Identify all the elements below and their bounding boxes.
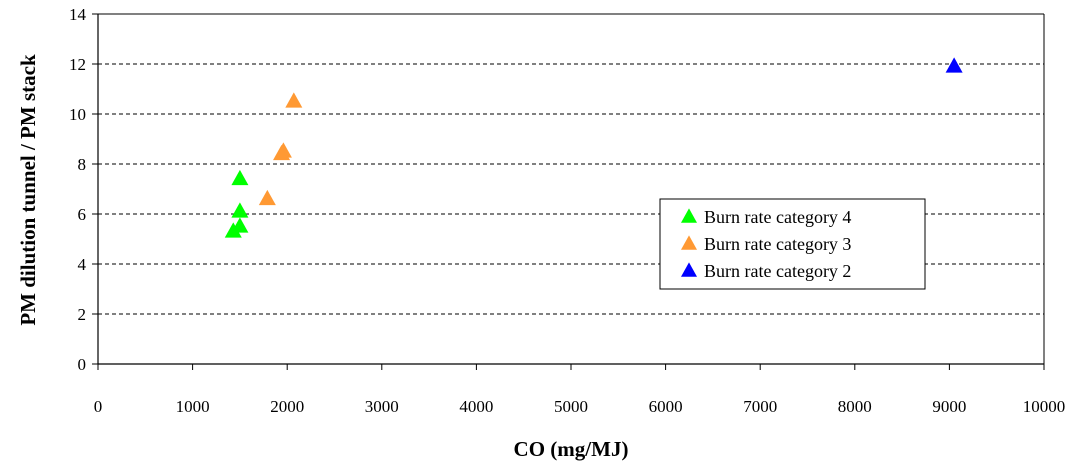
x-tick-label-3: 3000: [365, 397, 399, 416]
point-series0-1: [231, 202, 249, 218]
x-tick-label-7: 7000: [743, 397, 777, 416]
legend-label-2: Burn rate category 2: [704, 261, 851, 281]
y-tick-label-4: 8: [78, 155, 87, 174]
x-axis-title: CO (mg/MJ): [514, 437, 629, 461]
x-tick-label-0: 0: [94, 397, 103, 416]
y-axis-title: PM dilution tunnel / PM stack: [16, 54, 40, 326]
x-tick-label-5: 5000: [554, 397, 588, 416]
legend: Burn rate category 4 Burn rate category 3…: [659, 198, 926, 290]
x-tick-label-10: 10000: [1023, 397, 1066, 416]
y-tick-label-5: 10: [69, 105, 86, 124]
x-tick-label-1: 1000: [176, 397, 210, 416]
x-tick-label-4: 4000: [459, 397, 493, 416]
x-tick-label-8: 8000: [838, 397, 872, 416]
point-series1-2: [273, 144, 291, 161]
point-series0-0: [231, 169, 249, 186]
y-tick-label-7: 14: [69, 5, 87, 24]
y-tick-label-1: 2: [78, 305, 87, 324]
x-tick-label-2: 2000: [270, 397, 304, 416]
y-tick-label-3: 6: [78, 205, 87, 224]
point-series0-3: [224, 222, 242, 238]
data-points: [224, 57, 963, 238]
x-tick-label-6: 6000: [649, 397, 683, 416]
point-series1-0: [285, 92, 303, 108]
legend-label-1: Burn rate category 3: [704, 234, 851, 254]
point-series1-3: [258, 189, 276, 206]
legend-label-0: Burn rate category 4: [704, 207, 851, 227]
legend-marker-0: [681, 208, 697, 223]
axes: 0 2 4 6 8 10 12 14 0 1000 2000 3000 4000 5000 6000 7000…: [69, 5, 1065, 416]
y-tick-label-2: 4: [78, 255, 87, 274]
legend-marker-2: [681, 262, 697, 277]
point-series2-0: [945, 57, 963, 73]
y-tick-label-6: 12: [69, 55, 86, 74]
y-tick-label-0: 0: [78, 355, 87, 374]
legend-box: [659, 198, 926, 290]
legend-marker-1: [681, 235, 697, 250]
x-tick-label-9: 9000: [932, 397, 966, 416]
